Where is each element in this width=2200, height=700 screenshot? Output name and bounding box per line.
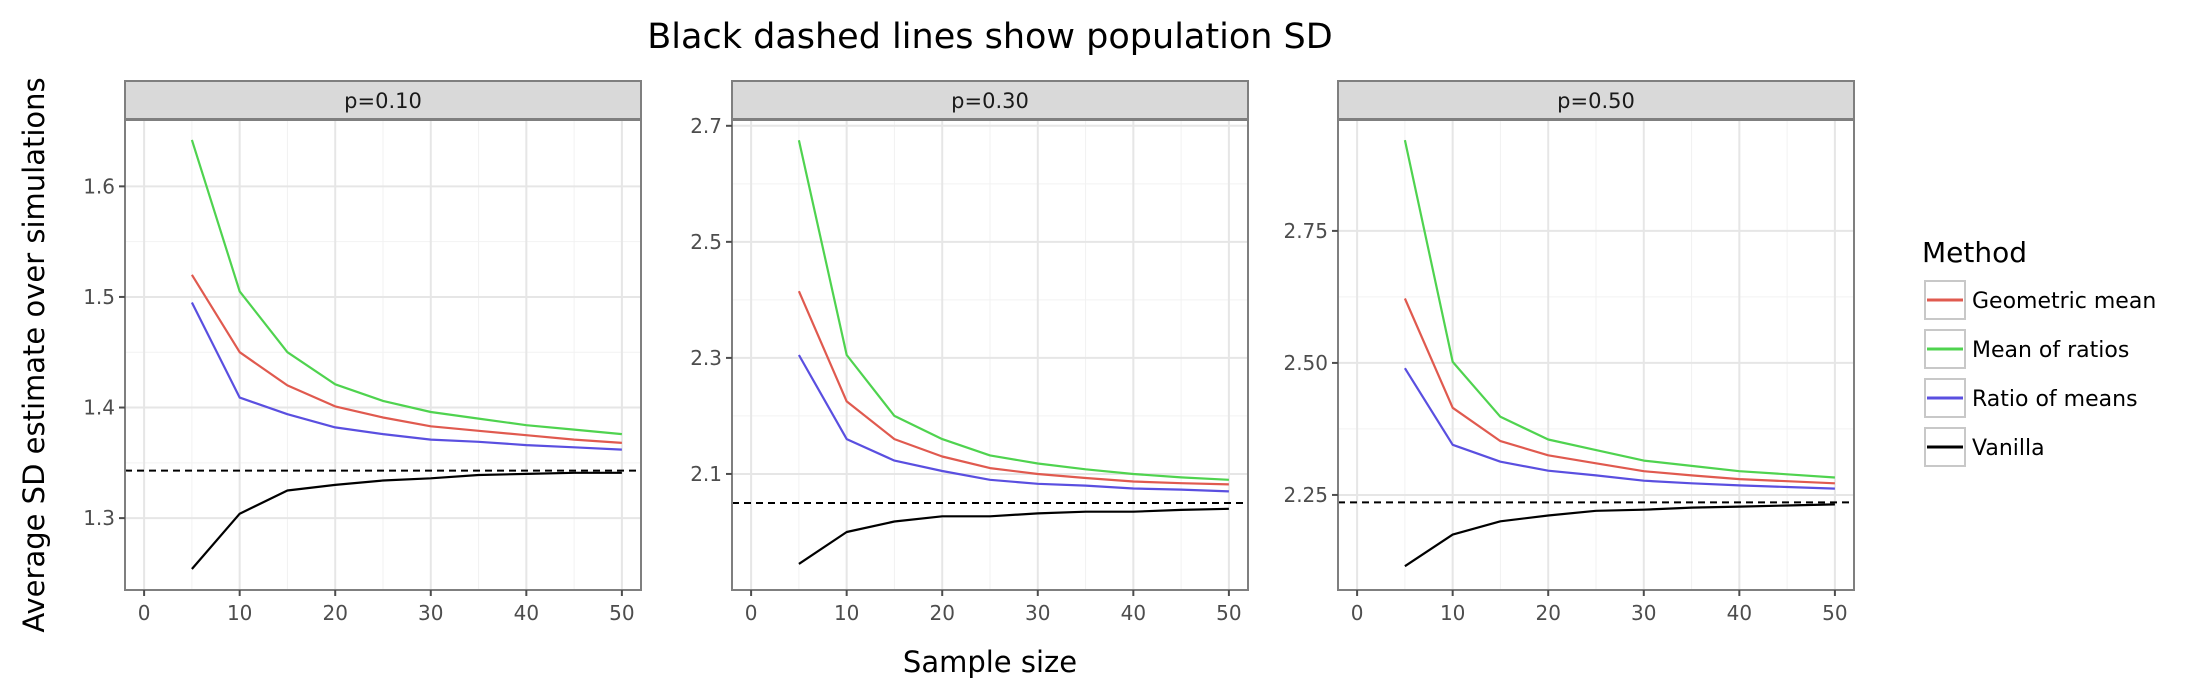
panel-p-0-10-line-vanilla [191,471,622,570]
panel-p-0-50-x-tick-label: 30 [1631,601,1656,625]
panel-p-0-10-y-tick-label: 1.6 [83,174,115,198]
panel-p-0-50-gridlines [1338,120,1854,590]
panel-p-0-30-x-tick-label: 30 [1025,601,1050,625]
panel-p-0-50-border [1337,119,1855,591]
panel-p-0-50-y-tick-label: 2.75 [1283,219,1328,243]
legend: Method Geometric mean Mean of ratios Ratio… [1922,236,2156,467]
panel-p-0-50-line-vanilla [1404,503,1835,568]
panel-p-0-50: p=0.50 0 10 20 30 40 50 2.25 2.50 2.75 [1283,80,1855,625]
panel-p-0-30-line-mean-of-ratios [797,140,1229,481]
panel-p-0-50-x-tick-label: 50 [1822,601,1847,625]
panel-p-0-30-strip [731,80,1249,120]
panel-p-0-30-border [731,119,1249,591]
panel-p-0-30-y-tick-label: 2.3 [690,346,722,370]
legend-item-vanilla: Vanilla [1924,427,2045,467]
panel-p-0-10-y-tick-label: 1.4 [83,396,115,420]
panel-p-0-50-x-tick-label: 40 [1727,601,1752,625]
y-axis-title: Average SD estimate over simulations [17,77,51,632]
panel-p-0-50-strip-label: p=0.50 [1557,89,1635,113]
panel-p-0-30-strip-label: p=0.30 [951,89,1029,113]
panel-p-0-10-line-geometric-mean [190,274,622,444]
panel-p-0-10-x-tick-label: 40 [514,601,539,625]
panel-p-0-50-line-geometric-mean [1403,298,1835,485]
panel-p-0-50-line-ratio-of-means [1403,367,1835,490]
panel-p-0-10-y-tick-label: 1.3 [83,506,115,530]
legend-item-geometric-mean: Geometric mean [1924,280,2156,320]
panel-p-0-50-line-mean-of-ratios [1403,139,1835,479]
legend-item-mean-of-ratios: Mean of ratios [1924,329,2129,369]
panel-p-0-50-x-tick-label: 10 [1440,601,1465,625]
panel-p-0-50-x-tick-label: 0 [1351,601,1364,625]
legend-item-vanilla-label: Vanilla [1972,436,2045,461]
panel-p-0-30-x-tick-label: 10 [834,601,859,625]
panel-p-0-50-x-tick-label: 20 [1535,601,1560,625]
panel-p-0-10-y-tick-label: 1.5 [83,285,115,309]
panel-p-0-10-x-tick-label: 50 [609,601,634,625]
legend-item-ratio-of-means: Ratio of means [1924,378,2138,418]
panel-p-0-10-border [124,119,642,591]
panel-p-0-10-x-tick-label: 0 [138,601,151,625]
panel-p-0-30-line-vanilla [798,507,1229,565]
facet-panels: p=0.10 0 10 20 30 40 50 1.3 1.4 1.5 1.6 p=0.30 0 10 20… [83,80,1855,625]
panel-p-0-30-x-tick-label: 50 [1216,601,1241,625]
panel-p-0-10-x-tick-label: 10 [227,601,252,625]
panel-p-0-30: p=0.30 0 10 20 30 40 50 2.1 2.3 2.5 2.7 [690,80,1249,625]
panel-p-0-50-y-tick-label: 2.50 [1283,351,1328,375]
panel-p-0-30-x-tick-label: 20 [929,601,954,625]
legend-item-geometric-mean-label: Geometric mean [1972,289,2156,314]
panel-p-0-30-y-tick-label: 2.5 [690,230,722,254]
panel-p-0-50-y-tick-label: 2.25 [1283,483,1328,507]
panel-p-0-30-line-ratio-of-means [797,354,1229,493]
x-axis-title: Sample size [903,645,1077,679]
panel-p-0-30-x-tick-label: 0 [745,601,758,625]
panel-p-0-10-x-tick-label: 20 [322,601,347,625]
panel-p-0-10-strip [124,80,642,120]
panel-p-0-30-y-tick-label: 2.7 [690,114,722,138]
panel-p-0-10: p=0.10 0 10 20 30 40 50 1.3 1.4 1.5 1.6 [83,80,642,625]
legend-item-mean-of-ratios-label: Mean of ratios [1972,338,2129,363]
panel-p-0-30-line-geometric-mean [797,290,1229,486]
legend-item-ratio-of-means-label: Ratio of means [1972,387,2138,412]
panel-p-0-10-x-tick-label: 30 [418,601,443,625]
panel-p-0-10-line-ratio-of-means [190,302,622,451]
panel-p-0-30-x-tick-label: 40 [1121,601,1146,625]
panel-p-0-10-strip-label: p=0.10 [344,89,422,113]
panel-p-0-30-gridlines [732,120,1248,590]
panel-p-0-10-gridlines [125,120,641,590]
panel-p-0-30-y-tick-label: 2.1 [690,462,722,486]
legend-title: Method [1922,236,2027,269]
chart-title: Black dashed lines show population SD [647,17,1332,57]
panel-p-0-10-line-mean-of-ratios [190,139,623,436]
panel-p-0-50-strip [1337,80,1855,120]
